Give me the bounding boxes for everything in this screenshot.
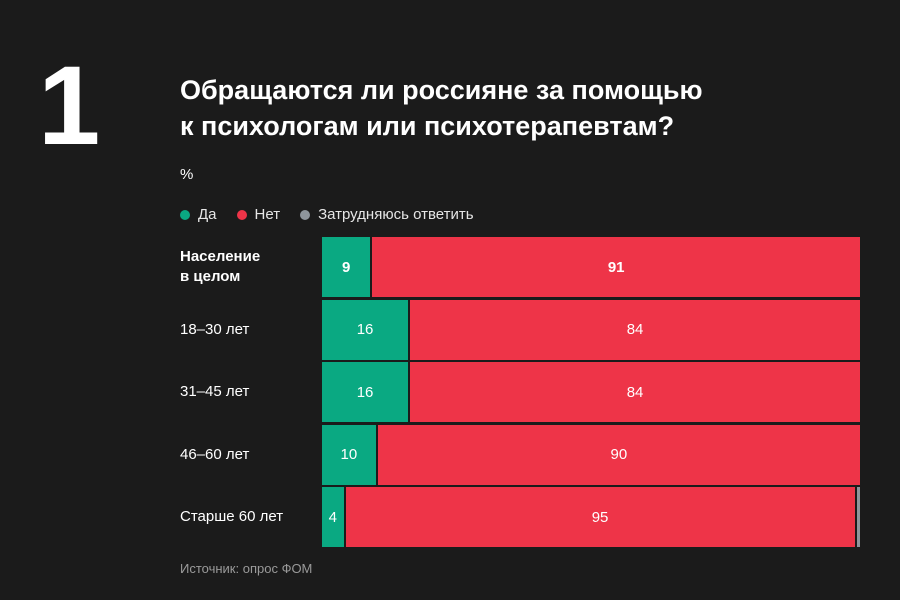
bar-segment-yes: 9 (322, 237, 371, 297)
data-label: 84 (626, 321, 644, 338)
data-label: 95 (591, 508, 609, 526)
legend: Да Нет Затрудняюсь ответить (180, 206, 474, 223)
bar-segment-no: 84 (408, 299, 860, 360)
bar-row: 10 90 (322, 424, 860, 485)
data-label: 16 (356, 383, 374, 401)
bar-segment-no: 91 (370, 237, 860, 297)
bar-row: 16 84 (322, 299, 860, 360)
category-label-line: 46–60 лет (180, 445, 250, 463)
data-label: 84 (626, 383, 644, 401)
category-label-line: Старше 60 лет (180, 508, 284, 525)
unit-label: % (180, 166, 194, 183)
category-label: Старше 60 лет (180, 507, 283, 527)
bar-segment-yes: 10 (322, 424, 376, 485)
bar-segment-no: 90 (375, 424, 860, 485)
category-label-line: 18–30 лет (180, 320, 250, 338)
bar-segment-yes: 16 (322, 299, 409, 360)
category-label-line: в целом (180, 268, 241, 285)
legend-dot-unsure (300, 209, 311, 220)
data-label: 4 (328, 508, 337, 526)
category-label: Население в целом (180, 247, 260, 287)
bar-segment-yes: 16 (322, 362, 409, 422)
data-label: 90 (610, 446, 628, 463)
legend-dot-yes (180, 209, 190, 220)
legend-item-no: Нет (236, 206, 281, 223)
bar-row: 4 95 (322, 487, 860, 547)
bar-row: 9 91 (322, 237, 860, 297)
legend-item-yes: Да (180, 206, 217, 223)
chart-title-line-2: к психологам или психотерапевтам? (180, 111, 675, 141)
source-note: Источник: опрос ФОМ (180, 561, 313, 576)
bar-row: 16 84 (322, 362, 860, 422)
bar-segment-no: 95 (343, 487, 855, 547)
category-label-line: 31–45 лет (180, 383, 250, 400)
bar-segment-no: 84 (408, 362, 860, 422)
legend-label-yes: Да (198, 206, 217, 223)
bar-segment-unsure (854, 487, 860, 547)
data-label: 16 (356, 321, 374, 338)
slide-number: 1 (38, 43, 100, 168)
category-label: 46–60 лет (180, 445, 249, 465)
bar-segment-yes: 4 (322, 487, 344, 547)
legend-label-no: Нет (254, 206, 281, 223)
category-label: 18–30 лет (180, 320, 249, 340)
category-label: 31–45 лет (180, 382, 249, 402)
data-label: 91 (607, 258, 625, 276)
data-label: 9 (342, 258, 351, 276)
category-label-line: Население (180, 248, 261, 265)
data-label: 10 (340, 446, 358, 463)
legend-label-unsure: Затрудняюсь ответить (318, 206, 474, 223)
chart-title: Обращаются ли россияне за помощью к псих… (180, 72, 860, 144)
legend-item-unsure: Затрудняюсь ответить (300, 206, 474, 223)
legend-dot-no (236, 209, 247, 220)
chart-title-line-1: Обращаются ли россияне за помощью (180, 75, 703, 105)
